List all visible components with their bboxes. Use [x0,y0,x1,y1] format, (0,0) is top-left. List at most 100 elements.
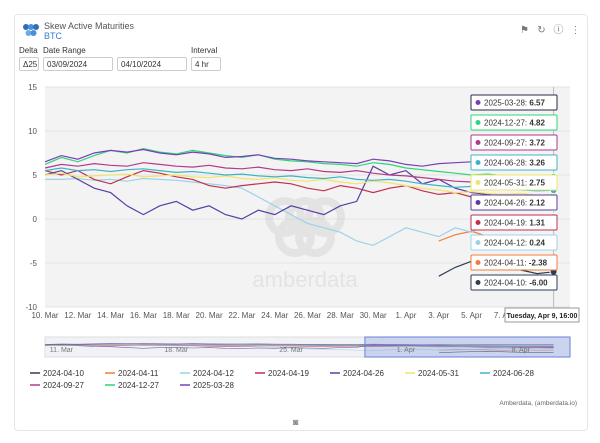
tooltip-marker [475,220,481,225]
tooltip-2024-04-12: 2024-04-12: 0.24 [470,234,558,251]
y-tick-label: 10 [28,127,37,136]
date-range-label: Date Range [43,46,86,55]
tooltip-series-label: 2024-06-28: [484,159,529,168]
navigator-label: 11. Mar [50,347,74,354]
info-icon[interactable]: ⓘ [553,25,564,36]
tooltip-text: 2024-04-10: -6.00 [484,279,548,288]
tooltip-series-value: 1.31 [529,219,545,228]
legend-item-2024-04-26[interactable]: 2024-04-26 [330,369,384,378]
legend-item-2024-04-11[interactable]: 2024-04-11 [105,369,159,378]
legend-label: 2024-04-11 [118,369,159,378]
tooltip-2024-04-19: 2024-04-19: 1.31 [470,214,558,231]
series-line-2024-04-12 [45,177,554,247]
x-tick-label: 20. Mar [196,311,223,320]
tooltip-box [470,274,558,291]
tooltip-box [470,154,558,171]
legend-item-2024-05-31[interactable]: 2024-05-31 [405,369,459,378]
tooltip-2024-12-27: 2024-12-27: 4.82 [470,114,558,131]
date-to-input[interactable]: 04/10/2024 [117,57,187,71]
x-tick-label: 18. Mar [163,311,190,320]
legend-label: 2024-04-26 [343,369,384,378]
tooltip-text: 2024-06-28: 3.26 [484,159,545,168]
tooltip-text: 2024-12-27: 4.82 [484,119,545,128]
tooltip-2024-05-31: 2024-05-31: 2.75 [470,174,558,191]
tooltip-series-value: 2.75 [529,179,545,188]
date-tooltip-text: Tuesday, Apr 9, 16:00 [507,313,578,320]
y-tick-label: -10 [25,303,37,312]
x-tick-label: 22. Mar [228,311,255,320]
tooltip-box [470,194,558,211]
x-tick-label: 28. Mar [327,311,354,320]
interval-select[interactable]: 4 hr [191,57,221,71]
tooltip-series-value: 0.24 [529,239,545,248]
delta-select[interactable]: Δ25 [19,57,39,71]
tooltip-series-label: 2024-04-10: [484,279,529,288]
more-icon[interactable]: ⋮ [570,25,581,36]
watermark-ring [285,197,325,237]
navigator-selection [364,336,571,358]
x-tick-label: 30. Mar [360,311,387,320]
series-line-2025-03-28 [44,148,554,167]
date-from-input[interactable]: 03/09/2024 [43,57,113,71]
tooltip-series-value: 4.82 [529,119,545,128]
navigator-label: 1. Apr [397,347,416,354]
tooltip-marker [475,280,481,285]
watermark-ring [265,197,305,237]
x-tick-label: 16. Mar [130,311,157,320]
legend-item-2024-04-10[interactable]: 2024-04-10 [30,369,84,378]
tooltip-text: 2024-04-26: 2.12 [484,199,545,208]
x-tick-label: 24. Mar [261,311,288,320]
tooltip-series-label: 2024-04-26: [484,199,529,208]
x-tick-label: 10. Mar [31,311,58,320]
credit-text: Amberdata, (amberdata.io) [499,400,577,407]
tooltip-series-label: 2024-04-12: [484,239,529,248]
legend-item-2025-03-28[interactable]: 2025-03-28 [180,381,234,390]
tooltip-series-label: 2025-03-28: [484,99,529,108]
tooltip-text: 2024-04-11: -2.38 [484,259,548,268]
y-tick-label: 0 [33,215,38,224]
y-tick-label: -5 [30,259,38,268]
chart-controls: Delta Δ25 Date Range 03/09/2024 04/10/20… [19,46,579,74]
card-header: Skew Active Maturities BTC ⚑ ↻ ⓘ ⋮ [15,15,587,45]
tooltip-series-value: 3.72 [529,139,545,148]
tooltip-marker [475,120,481,125]
tooltip-marker [475,180,481,185]
camera-icon[interactable]: ◙ [293,417,299,427]
tooltip-box [470,94,558,111]
tooltip-series-label: 2024-12-27: [484,119,529,128]
tooltip-box [470,254,558,271]
watermark-ring [305,197,345,237]
navigator-label: 25. Mar [279,347,303,354]
tooltip-2025-03-28: 2025-03-28: 6.57 [470,94,558,111]
tooltip-series-label: 2024-05-31: [484,179,529,188]
navigator-line-2024-09-27 [44,344,554,347]
tooltip-2024-04-10: 2024-04-10: -6.00 [470,274,558,291]
legend-item-2024-09-27[interactable]: 2024-09-27 [30,381,84,390]
tooltip-series-value: 2.12 [529,199,545,208]
x-tick-label: 5. Apr [461,311,482,320]
amberdata-logo-icon [23,24,39,36]
legend-item-2024-04-19[interactable]: 2024-04-19 [255,369,309,378]
tooltip-text: 2024-04-12: 0.24 [484,239,545,248]
tooltip-text: 2024-04-19: 1.31 [484,219,545,228]
legend-item-2024-06-28[interactable]: 2024-06-28 [480,369,534,378]
legend-label: 2024-04-10 [43,369,84,378]
y-tick-label: 5 [33,171,38,180]
chart-title: Skew Active Maturities [44,21,135,31]
legend-item-2024-04-12[interactable]: 2024-04-12 [180,369,234,378]
legend-label: 2024-04-19 [268,369,309,378]
tooltip-marker [475,200,481,205]
watermark: amberdata [252,197,358,292]
refresh-icon[interactable]: ↻ [537,25,546,36]
x-tick-label: 26. Mar [294,311,321,320]
tooltip-marker [475,160,481,165]
tooltip-box [470,134,558,151]
legend-label: 2024-09-27 [43,381,84,390]
tooltip-marker [475,260,481,265]
asset-subtitle[interactable]: BTC [44,31,62,41]
bookmark-icon[interactable]: ⚑ [520,25,529,36]
tooltip-series-value: 6.57 [529,99,545,108]
legend-item-2024-12-27[interactable]: 2024-12-27 [105,381,159,390]
date-range-spacer [117,46,187,56]
